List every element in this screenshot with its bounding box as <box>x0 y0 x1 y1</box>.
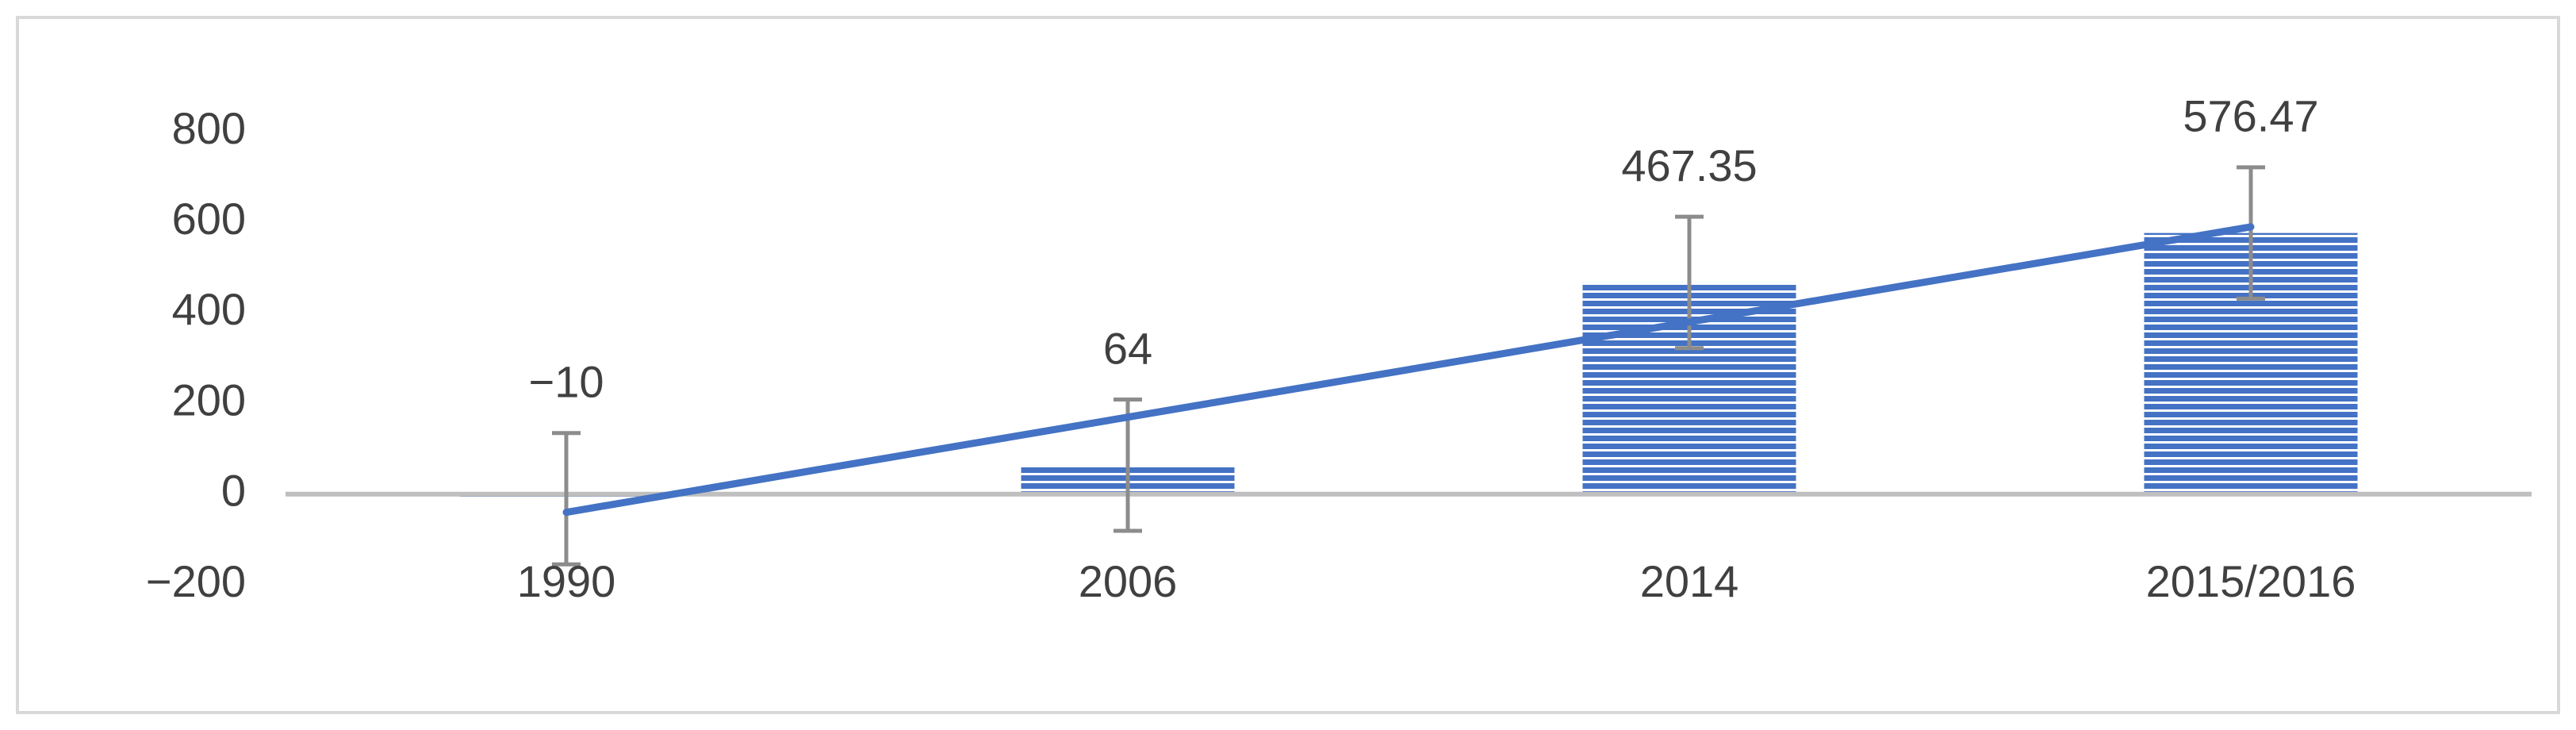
value-label: 467.35 <box>1621 140 1757 190</box>
y-tick-label: 200 <box>172 375 246 425</box>
x-tick-label: 2014 <box>1640 556 1739 606</box>
y-tick-label: 800 <box>172 103 246 153</box>
trendline <box>562 223 2255 517</box>
chart-frame <box>16 16 2560 714</box>
y-tick-label: 400 <box>172 284 246 334</box>
x-tick-label: 2006 <box>1079 556 1178 606</box>
x-tick-label: 2015/2016 <box>2146 556 2356 606</box>
x-tick-label: 1990 <box>517 556 616 606</box>
y-tick-label: 0 <box>221 466 246 516</box>
y-tick-label: −200 <box>146 556 246 606</box>
value-label: 576.47 <box>2183 91 2318 141</box>
value-label: −10 <box>529 357 604 407</box>
value-label: 64 <box>1103 323 1152 373</box>
y-tick-label: 600 <box>172 194 246 244</box>
